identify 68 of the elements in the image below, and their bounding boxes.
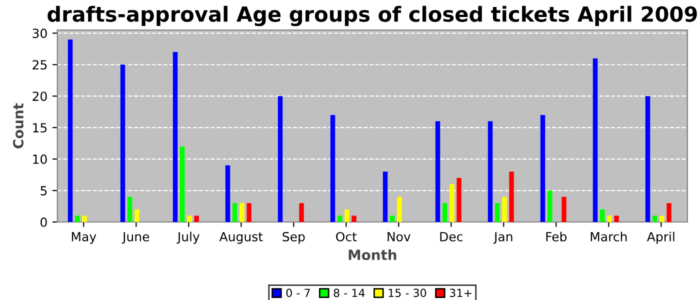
bar bbox=[660, 216, 664, 222]
y-tick-label: 30 bbox=[32, 28, 47, 38]
bar bbox=[352, 216, 356, 222]
bar bbox=[456, 178, 462, 222]
legend-label: 31+ bbox=[450, 288, 472, 298]
x-tick-label: Jan bbox=[493, 232, 512, 244]
bar bbox=[562, 196, 566, 222]
bar bbox=[600, 209, 605, 222]
y-tick-label: 15 bbox=[33, 123, 47, 132]
bar bbox=[194, 216, 199, 222]
bar bbox=[502, 196, 507, 222]
bar bbox=[397, 196, 402, 222]
y-tick-label: 20 bbox=[32, 92, 47, 102]
x-tick-label: July bbox=[176, 232, 200, 244]
bar bbox=[666, 203, 672, 222]
legend-label: 0 - 7 bbox=[286, 288, 310, 298]
bar bbox=[509, 172, 514, 222]
bar bbox=[442, 203, 448, 222]
x-tick-label: June bbox=[122, 232, 150, 244]
chart-title: drafts-approval Age groups of closed tickets April 2009 bbox=[48, 6, 697, 26]
bar bbox=[382, 172, 388, 222]
x-tick-label: Feb bbox=[546, 232, 567, 242]
x-tick-label: April bbox=[646, 232, 674, 244]
bar bbox=[494, 203, 500, 222]
x-tick-label: August bbox=[219, 232, 263, 244]
bar bbox=[547, 190, 552, 222]
bar bbox=[614, 216, 619, 222]
x-tick-label: Sep bbox=[282, 232, 305, 244]
bar bbox=[344, 209, 350, 222]
y-tick-label: 0 bbox=[40, 217, 47, 227]
bar bbox=[488, 121, 493, 222]
bar bbox=[645, 96, 650, 222]
bar bbox=[299, 203, 304, 222]
legend-label: 15 - 30 bbox=[388, 288, 426, 298]
bar bbox=[390, 216, 395, 222]
bar bbox=[337, 216, 342, 222]
bar bbox=[240, 203, 244, 222]
bar bbox=[180, 146, 185, 222]
bar bbox=[607, 216, 612, 222]
y-axis-title: Count bbox=[13, 103, 24, 148]
bar bbox=[540, 114, 546, 222]
bar bbox=[330, 114, 336, 222]
bar bbox=[68, 39, 73, 222]
x-tick-label: March bbox=[590, 232, 627, 242]
x-tick-label: Oct bbox=[336, 232, 357, 242]
bar bbox=[134, 209, 140, 222]
bar bbox=[120, 64, 126, 222]
bar bbox=[246, 203, 252, 222]
bar bbox=[172, 52, 178, 222]
bar bbox=[652, 216, 658, 222]
x-axis-title: Month bbox=[348, 249, 396, 260]
y-tick-label: 25 bbox=[32, 60, 47, 70]
bar bbox=[82, 216, 87, 222]
x-tick-label: May bbox=[72, 232, 96, 244]
bar bbox=[592, 58, 598, 222]
bar bbox=[232, 203, 238, 222]
y-tick-label: 10 bbox=[33, 154, 47, 164]
bar bbox=[187, 216, 192, 222]
y-tick-label: 5 bbox=[40, 186, 47, 196]
x-tick-label: Nov bbox=[388, 232, 410, 242]
bar bbox=[435, 121, 440, 222]
bar bbox=[225, 165, 230, 222]
bar bbox=[127, 196, 132, 222]
legend-label: 8 - 14 bbox=[334, 288, 365, 298]
x-tick-label: Dec bbox=[440, 232, 462, 242]
bar bbox=[74, 216, 80, 222]
bar bbox=[450, 184, 454, 222]
bar bbox=[278, 96, 283, 222]
